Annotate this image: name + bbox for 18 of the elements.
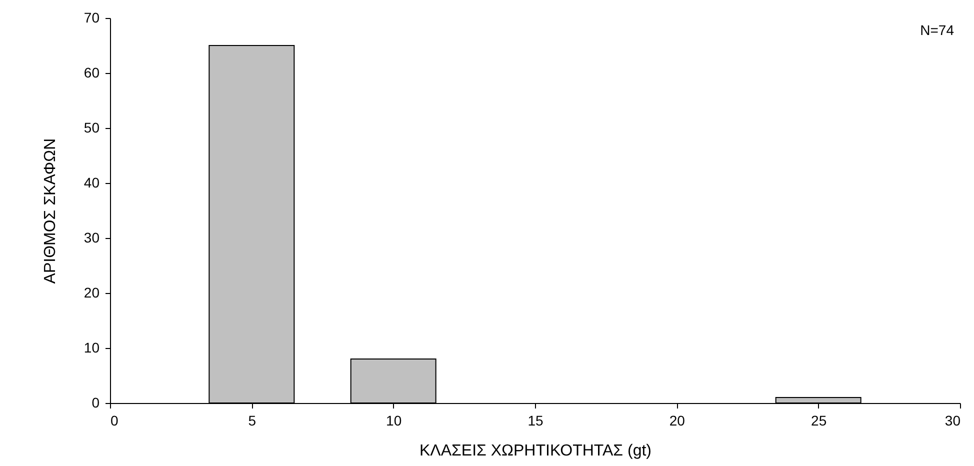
- y-tick-label: 60: [84, 64, 100, 80]
- y-tick-label: 70: [84, 10, 100, 26]
- y-tick-label: 40: [84, 174, 100, 190]
- y-tick-label: 10: [84, 340, 100, 356]
- y-axis-title: ΑΡΙΘΜΟΣ ΣΚΑΦΩΝ: [42, 138, 59, 284]
- x-tick-label: 30: [944, 412, 961, 428]
- y-tick-label: 20: [84, 284, 100, 300]
- y-tick-label: 50: [84, 120, 100, 136]
- x-tick-label: 0: [110, 412, 118, 428]
- x-tick-label: 15: [528, 412, 544, 428]
- x-axis-title: ΚΛΑΣΕΙΣ ΧΩΡΗΤΙΚΟΤΗΤΑΣ (gt): [420, 442, 652, 460]
- x-tick-label: 10: [386, 412, 402, 428]
- x-tick-label: 25: [811, 412, 827, 428]
- x-tick-label: 20: [669, 412, 686, 428]
- annotation: N=74: [920, 22, 954, 38]
- y-tick-label: 30: [84, 230, 100, 246]
- x-tick-label: 5: [248, 412, 256, 428]
- y-tick-label: 0: [92, 394, 100, 410]
